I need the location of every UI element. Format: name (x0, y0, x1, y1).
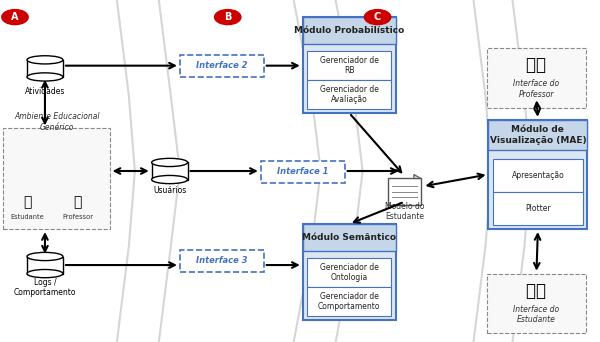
Bar (488, 120, 587, 150)
FancyBboxPatch shape (302, 224, 395, 320)
Text: Interface do
Estudante: Interface do Estudante (514, 305, 559, 324)
FancyBboxPatch shape (302, 17, 395, 113)
Bar (487, 274, 586, 333)
Ellipse shape (27, 252, 63, 261)
Text: 👤: 👤 (74, 195, 82, 209)
Text: Gerenciador de
Ontologia: Gerenciador de Ontologia (320, 263, 379, 282)
Circle shape (2, 10, 28, 25)
Bar (27, 60, 63, 77)
Bar (388, 178, 421, 205)
Text: C: C (374, 12, 381, 22)
Ellipse shape (27, 56, 63, 64)
Bar (493, 192, 583, 225)
Bar (302, 17, 395, 44)
Polygon shape (414, 174, 421, 179)
Bar (3, 128, 110, 229)
Bar (307, 258, 391, 287)
Bar (307, 51, 391, 80)
Text: Interface 2: Interface 2 (196, 61, 248, 70)
Text: Professor: Professor (62, 214, 94, 220)
Text: Plotter: Plotter (525, 204, 551, 213)
Text: Interface 1: Interface 1 (277, 167, 328, 176)
Text: Interface do
Professor: Interface do Professor (514, 79, 559, 98)
Text: Módulo Semântico: Módulo Semântico (302, 233, 396, 242)
Bar (487, 48, 586, 108)
Circle shape (215, 10, 241, 25)
Text: Atividades: Atividades (25, 87, 65, 96)
Bar (261, 161, 344, 183)
Bar (152, 162, 188, 180)
Text: Logs /
Comportamento: Logs / Comportamento (14, 278, 76, 297)
Text: Estudante: Estudante (10, 214, 44, 220)
Ellipse shape (152, 175, 188, 184)
Text: B: B (224, 12, 232, 22)
Text: 🧑‍💻: 🧑‍💻 (526, 282, 547, 300)
Text: Gerenciador de
Comportamento: Gerenciador de Comportamento (318, 292, 380, 311)
Text: Ambiente Educacional
Genérico: Ambiente Educacional Genérico (14, 112, 100, 132)
Bar (307, 287, 391, 316)
Bar (493, 159, 583, 192)
Bar (180, 55, 264, 77)
Text: Apresentação: Apresentação (512, 171, 564, 180)
Ellipse shape (152, 158, 188, 167)
FancyBboxPatch shape (488, 120, 587, 229)
Bar (27, 256, 63, 274)
Text: Gerenciador de
RB: Gerenciador de RB (320, 56, 379, 76)
Ellipse shape (27, 73, 63, 81)
Text: A: A (11, 12, 19, 22)
Text: 🧑‍🏫: 🧑‍🏫 (526, 56, 547, 74)
Bar (180, 250, 264, 272)
Text: Usuários: Usuários (153, 186, 186, 195)
Text: 🧑: 🧑 (23, 195, 31, 209)
Text: Módulo de
Visualização (MAE): Módulo de Visualização (MAE) (490, 125, 586, 145)
Text: Gerenciador de
Avaliação: Gerenciador de Avaliação (320, 85, 379, 104)
Bar (307, 80, 391, 109)
Text: Modelo do
Estudante: Modelo do Estudante (385, 202, 424, 221)
Text: Módulo Probabilístico: Módulo Probabilístico (294, 26, 404, 35)
Text: Interface 3: Interface 3 (196, 256, 248, 265)
Ellipse shape (27, 269, 63, 278)
Circle shape (364, 10, 391, 25)
Bar (302, 224, 395, 251)
